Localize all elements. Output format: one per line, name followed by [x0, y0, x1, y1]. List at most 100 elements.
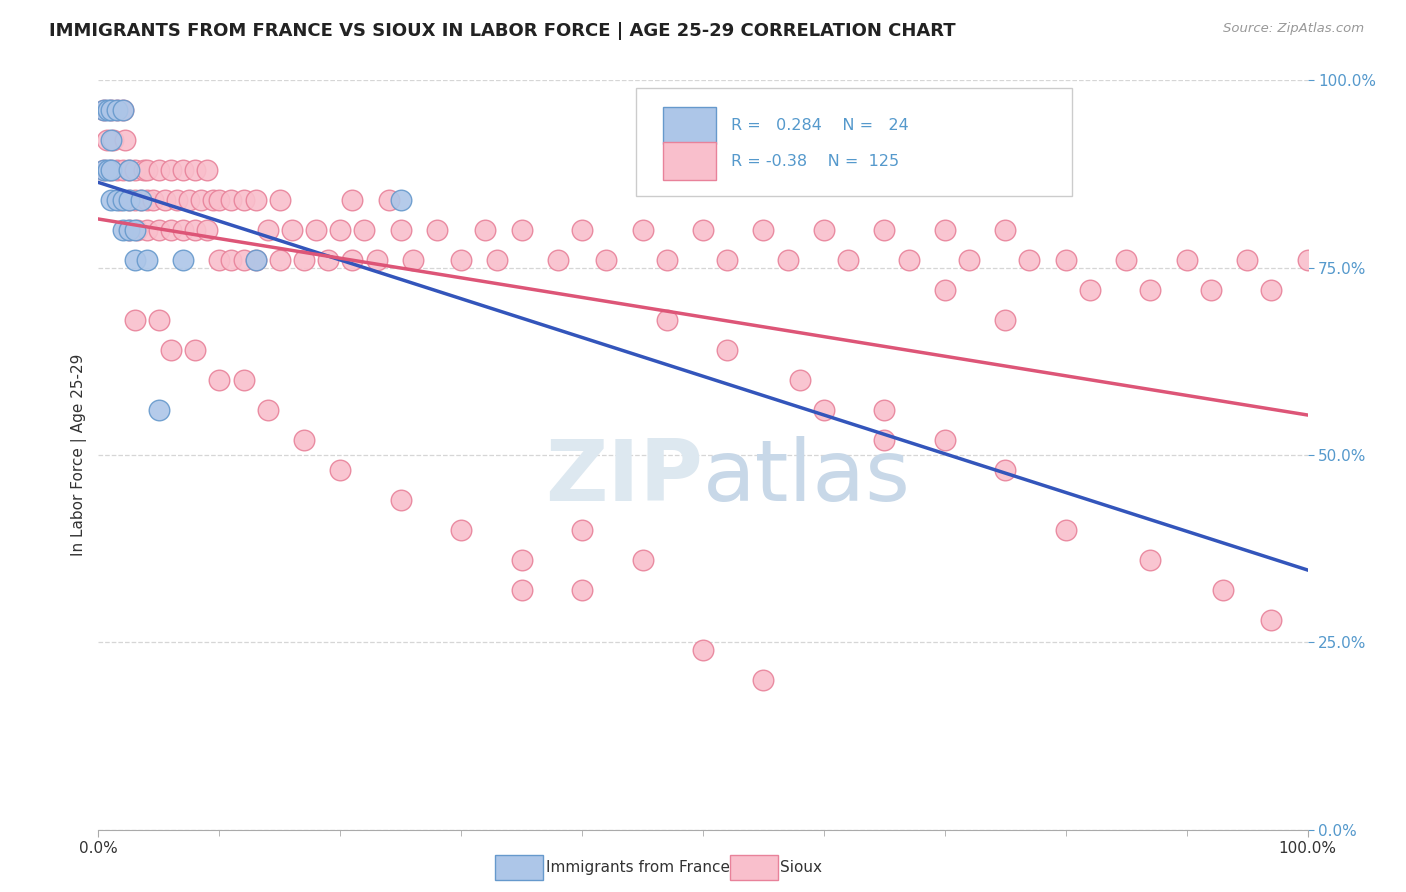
Point: [1260, 283, 1282, 297]
Point: [105, 103, 128, 118]
Text: Source: ZipAtlas.com: Source: ZipAtlas.com: [1223, 22, 1364, 36]
Point: [202, 193, 225, 207]
Point: [172, 163, 194, 178]
Point: [1199, 283, 1222, 297]
Point: [111, 103, 134, 118]
Point: [153, 193, 176, 207]
FancyBboxPatch shape: [664, 106, 716, 144]
Point: [148, 163, 170, 178]
Point: [256, 223, 278, 237]
Point: [1296, 253, 1319, 268]
Point: [111, 193, 134, 207]
Point: [184, 343, 207, 357]
Point: [281, 223, 304, 237]
Point: [100, 133, 122, 147]
Point: [135, 253, 157, 268]
Point: [256, 403, 278, 417]
Point: [118, 163, 141, 178]
Point: [160, 343, 183, 357]
Point: [269, 193, 291, 207]
Point: [269, 253, 291, 268]
Point: [118, 193, 141, 207]
Point: [692, 223, 714, 237]
Text: R =   0.284    N =   24: R = 0.284 N = 24: [731, 118, 908, 133]
Point: [179, 193, 201, 207]
Point: [100, 103, 122, 118]
Point: [873, 223, 896, 237]
Point: [208, 253, 231, 268]
Point: [127, 223, 149, 237]
Text: Sioux: Sioux: [780, 861, 823, 875]
Point: [190, 193, 212, 207]
Point: [160, 223, 183, 237]
Point: [450, 253, 472, 268]
Point: [366, 253, 388, 268]
Point: [93, 103, 115, 118]
Point: [474, 223, 496, 237]
Point: [716, 343, 738, 357]
Point: [994, 223, 1017, 237]
Point: [172, 253, 194, 268]
Point: [118, 223, 141, 237]
Point: [571, 223, 593, 237]
Point: [97, 103, 120, 118]
Point: [342, 193, 364, 207]
Point: [1115, 253, 1137, 268]
Y-axis label: In Labor Force | Age 25-29: In Labor Force | Age 25-29: [72, 354, 87, 556]
Point: [994, 313, 1017, 327]
Point: [776, 253, 799, 268]
Point: [124, 193, 146, 207]
Point: [245, 253, 267, 268]
Point: [135, 193, 157, 207]
Point: [135, 223, 157, 237]
Point: [195, 163, 218, 178]
Point: [134, 163, 156, 178]
Point: [101, 133, 124, 147]
Point: [329, 223, 352, 237]
Point: [1139, 553, 1161, 567]
Text: R = -0.38    N =  125: R = -0.38 N = 125: [731, 153, 898, 169]
Point: [292, 253, 315, 268]
Point: [232, 373, 254, 387]
Point: [100, 163, 122, 178]
Point: [111, 223, 134, 237]
Point: [232, 193, 254, 207]
Point: [510, 582, 533, 597]
Point: [114, 133, 136, 147]
Point: [100, 193, 122, 207]
Point: [316, 253, 339, 268]
Point: [957, 253, 980, 268]
Point: [571, 582, 593, 597]
Point: [934, 223, 956, 237]
Point: [118, 223, 141, 237]
Point: [108, 193, 131, 207]
Point: [148, 403, 170, 417]
Point: [148, 223, 170, 237]
FancyBboxPatch shape: [637, 87, 1071, 196]
Point: [1175, 253, 1198, 268]
Point: [195, 223, 218, 237]
Point: [631, 553, 654, 567]
Point: [96, 133, 118, 147]
Point: [111, 103, 134, 118]
Text: atlas: atlas: [703, 436, 911, 519]
Point: [100, 103, 122, 118]
Point: [1054, 523, 1077, 537]
Point: [118, 163, 141, 178]
Point: [789, 373, 811, 387]
Point: [166, 193, 188, 207]
Point: [232, 253, 254, 268]
Point: [510, 223, 533, 237]
Point: [1078, 283, 1101, 297]
Point: [135, 163, 157, 178]
FancyBboxPatch shape: [664, 143, 716, 180]
Point: [692, 642, 714, 657]
Point: [897, 253, 920, 268]
Point: [172, 223, 194, 237]
Point: [184, 223, 207, 237]
Point: [305, 223, 328, 237]
Point: [111, 163, 134, 178]
Point: [221, 253, 243, 268]
Point: [631, 223, 654, 237]
Point: [510, 553, 533, 567]
